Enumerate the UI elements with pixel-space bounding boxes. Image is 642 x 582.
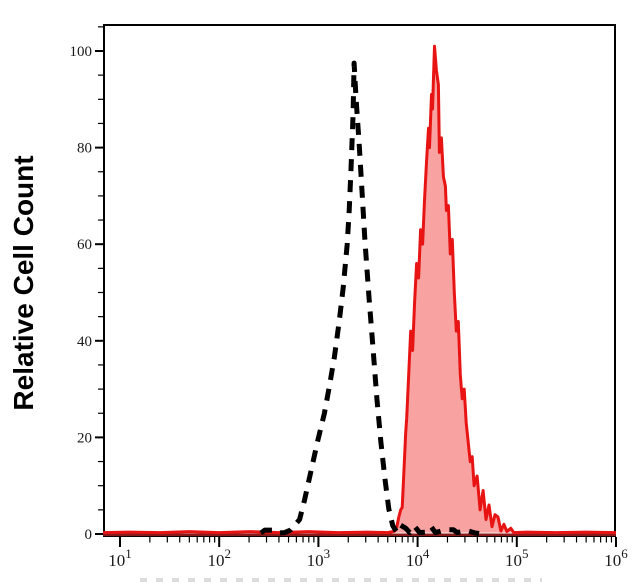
y-axis-title: Relative Cell Count <box>8 155 39 410</box>
y-tick-label: 80 <box>77 141 92 157</box>
x-tick-label: 106 <box>604 546 628 570</box>
x-axis-label-cutoff <box>140 578 542 582</box>
y-tick-label: 0 <box>85 527 93 543</box>
black-dashed-histogram-line <box>259 60 480 536</box>
x-tick-label: 101 <box>108 546 132 570</box>
y-tick-label: 60 <box>77 237 92 253</box>
x-tick-label: 103 <box>307 546 331 570</box>
x-tick-label: 104 <box>406 546 430 570</box>
x-tick-label: 102 <box>207 546 231 570</box>
x-tick-label: 105 <box>505 546 529 570</box>
x-axis-ticks: 101 102 103 104 105 106 <box>108 537 628 570</box>
y-tick-label: 100 <box>70 44 93 60</box>
y-tick-label: 20 <box>77 430 92 446</box>
y-tick-label: 40 <box>77 334 92 350</box>
y-axis-ticks: 0 20 40 60 80 100 <box>70 26 103 543</box>
plot-border <box>103 24 616 537</box>
histogram-series <box>103 44 617 537</box>
